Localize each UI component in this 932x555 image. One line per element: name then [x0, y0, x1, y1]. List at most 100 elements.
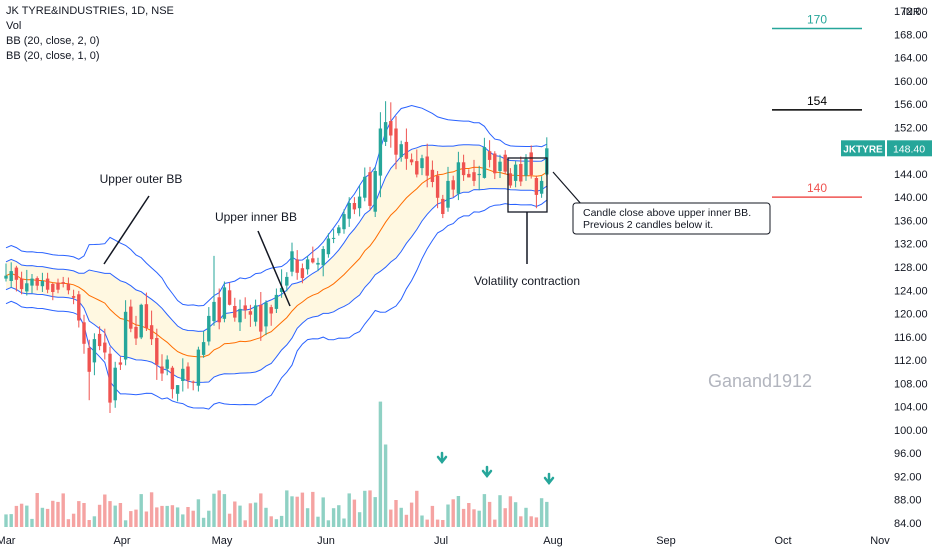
x-tick-label: Oct [774, 535, 791, 547]
x-tick-label: Jul [434, 535, 448, 547]
candle-body [259, 304, 263, 332]
volume-bar [269, 516, 273, 527]
candle-body [253, 305, 258, 322]
candle-body [321, 249, 325, 266]
volume-bar [321, 497, 325, 527]
candle-body [45, 278, 50, 290]
annotation-upper-outer-pointer [103, 195, 150, 265]
y-tick-label: 136.00 [894, 215, 928, 227]
y-tick-label: 152.00 [894, 122, 928, 134]
volume-bar [368, 490, 372, 527]
candle-body [300, 268, 305, 279]
candle-body [92, 339, 97, 363]
volume-bar [4, 514, 8, 527]
volume-bar [482, 494, 487, 527]
volume-bar [347, 493, 351, 527]
bb-inner-indicator-label[interactable]: BB (20, close, 1, 0) [6, 50, 100, 62]
candle-body [103, 342, 107, 353]
volume-bar [326, 520, 331, 527]
volume-bar [25, 505, 29, 527]
candle-body [113, 367, 117, 401]
volume-bar [97, 504, 102, 527]
x-tick-label: Nov [870, 535, 890, 547]
annotation-volatility-contraction: Volatility contraction [474, 274, 580, 288]
candle-body [207, 315, 211, 342]
volume-bar [472, 509, 476, 527]
y-axis-unit: INR [903, 7, 920, 18]
volume-bar [71, 513, 76, 527]
candle-body [186, 366, 190, 381]
volume-bar [357, 512, 362, 527]
volume-bar [477, 510, 481, 527]
volume-bar [456, 496, 461, 527]
candle-body [25, 283, 29, 292]
candle-body [71, 296, 76, 298]
volume-bar [524, 507, 528, 527]
candle-body [342, 214, 346, 230]
level-label-170: 170 [807, 12, 827, 26]
volume-bar [227, 513, 232, 527]
candle-body [248, 311, 253, 315]
volume-bar [196, 499, 201, 527]
y-tick-label: 156.00 [894, 99, 928, 111]
candle-body [9, 271, 13, 281]
volume-bar [222, 494, 227, 527]
candle-body [201, 342, 206, 355]
candle-body [383, 122, 388, 142]
volume-bar [191, 510, 195, 527]
candle-body [425, 156, 429, 176]
candle-body [461, 162, 466, 176]
y-tick-label: 128.00 [894, 262, 928, 274]
volume-bar [446, 504, 450, 527]
volume-bar [352, 499, 357, 527]
price-tag-symbol [841, 140, 885, 157]
candle-body [181, 368, 185, 381]
volume-bar [389, 509, 393, 527]
candle-body [238, 308, 242, 323]
volume-arrow-icon [481, 465, 493, 479]
candle-body [456, 162, 461, 194]
candle-body [274, 294, 279, 309]
candle-body [373, 171, 377, 212]
y-tick-label: 84.00 [894, 518, 922, 530]
volume-bar [77, 501, 81, 527]
bb-outer-indicator-label[interactable]: BB (20, close, 2, 0) [6, 35, 100, 47]
volume-bar [545, 501, 549, 527]
candle-body [61, 282, 65, 284]
volume-bar [279, 515, 284, 527]
candle-body [487, 151, 492, 160]
candle-body [144, 304, 149, 329]
annotation-upper-inner-bb: Upper inner BB [215, 210, 297, 224]
candle-body [129, 306, 133, 329]
candle-body [524, 158, 528, 176]
symbol-title[interactable]: JK TYRE&INDUSTRIES, 1D, NSE [6, 5, 174, 17]
candle-body [420, 158, 424, 169]
candle-body [160, 366, 164, 374]
volume-bar [399, 507, 403, 527]
volume-bar [129, 511, 133, 527]
candle-body [435, 175, 440, 198]
volume-bar [134, 509, 138, 527]
candle-body [227, 290, 232, 305]
volume-bar [66, 519, 71, 527]
volume-bar [123, 520, 128, 527]
callout-line-2: Previous 2 candles below it. [583, 219, 713, 231]
candle-body [451, 180, 455, 190]
candle-body [508, 173, 513, 186]
candle-body [233, 306, 237, 318]
candle-body [467, 173, 471, 178]
candle-body [35, 278, 39, 286]
candle-body [331, 237, 336, 239]
volume-bar [155, 507, 159, 527]
candle-body [155, 338, 159, 365]
x-tick-label: Mar [0, 535, 16, 547]
watermark: Ganand1912 [708, 371, 812, 391]
volume-bar [274, 519, 279, 527]
volume-bar [217, 490, 221, 527]
candle-body [170, 367, 175, 390]
volume-bar [118, 503, 123, 527]
volume-indicator-label[interactable]: Vol [6, 20, 22, 32]
volume-bar [513, 502, 518, 527]
